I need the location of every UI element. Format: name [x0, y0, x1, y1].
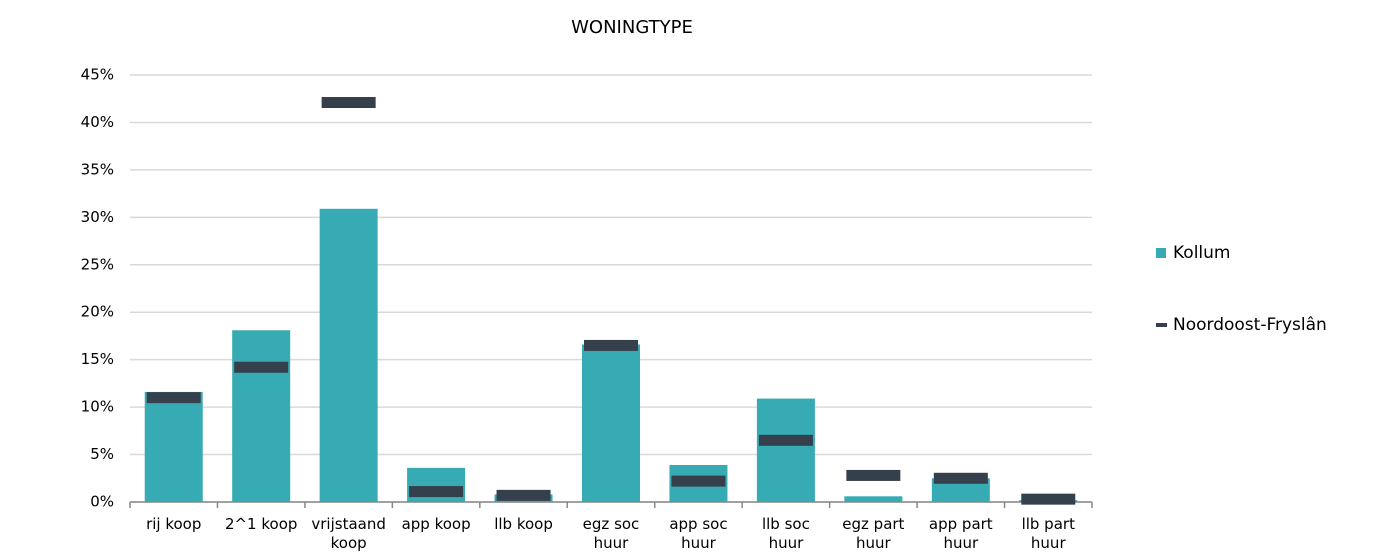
y-tick-label: 10% — [81, 398, 114, 416]
legend-swatch — [1156, 248, 1166, 258]
legend-label: Noordoost-Fryslân — [1173, 315, 1327, 335]
x-tick-label: app part huur — [928, 515, 993, 552]
bar — [144, 391, 203, 502]
bar — [319, 208, 378, 502]
y-tick-label: 25% — [81, 255, 114, 273]
y-tick-label: 5% — [90, 445, 114, 463]
y-tick-label: 30% — [81, 208, 114, 226]
x-tick-label: app koop — [401, 515, 471, 533]
y-tick-label: 35% — [81, 160, 114, 178]
bar — [756, 398, 815, 502]
marker — [846, 469, 901, 481]
marker — [146, 392, 201, 404]
marker — [321, 97, 376, 109]
bar — [582, 344, 640, 502]
bar — [232, 330, 291, 502]
marker — [409, 486, 464, 498]
legend-swatch — [1156, 323, 1167, 327]
x-tick-label: rij koop — [146, 515, 202, 533]
x-tick-label: egz part huur — [842, 515, 905, 552]
marker — [671, 475, 726, 487]
x-tick-label: 2^1 koop — [224, 515, 298, 533]
y-tick-label: 45% — [81, 66, 114, 84]
legend-label: Kollum — [1173, 243, 1230, 263]
x-tick-label: vrijstaand koop — [311, 515, 386, 552]
y-tick-label: 20% — [81, 303, 114, 321]
chart-title: WONINGTYPE — [571, 17, 693, 38]
y-tick-label: 15% — [81, 350, 114, 368]
y-tick-label: 0% — [90, 493, 114, 511]
marker — [1021, 493, 1076, 505]
marker — [584, 339, 638, 351]
bar — [931, 478, 990, 502]
marker — [933, 472, 988, 484]
x-tick-label: app soc huur — [669, 515, 728, 552]
y-tick-label: 40% — [81, 113, 114, 131]
x-tick-label: egz soc huur — [582, 515, 640, 552]
x-tick-label: llb part huur — [1021, 515, 1075, 552]
x-tick-label: llb soc huur — [761, 515, 810, 552]
marker — [758, 434, 813, 446]
marker — [234, 361, 289, 373]
bar — [844, 496, 903, 502]
marker — [496, 489, 551, 501]
x-tick-label: llb koop — [494, 515, 553, 533]
